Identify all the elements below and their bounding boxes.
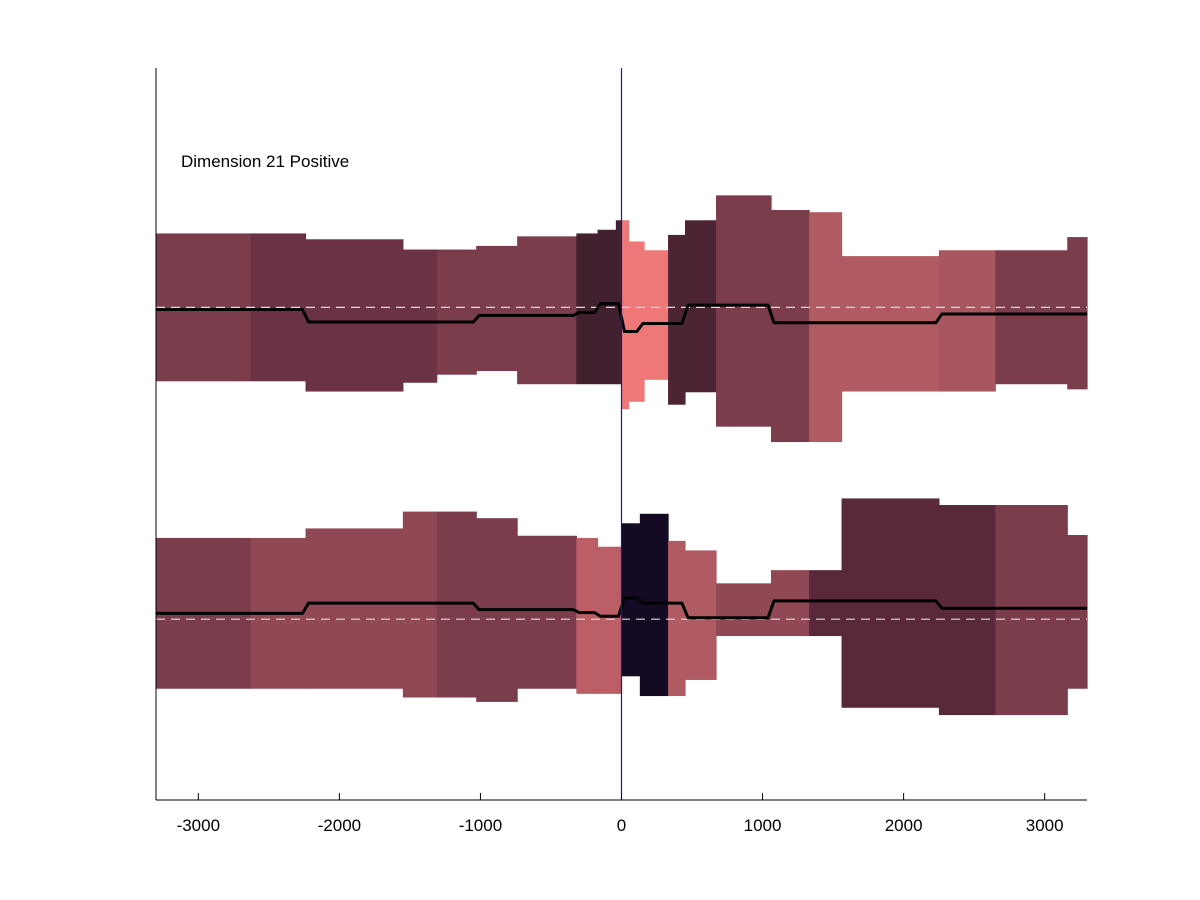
band-block [938, 250, 996, 392]
mean-line [156, 596, 1087, 620]
band-block [621, 523, 641, 677]
band-block [517, 236, 577, 385]
band-block [841, 498, 940, 708]
band-block [809, 212, 843, 443]
band-block [628, 241, 645, 402]
band-block [644, 250, 669, 380]
x-tick-label: 3000 [1026, 816, 1064, 835]
band-block [668, 234, 686, 405]
band-block [476, 245, 518, 372]
band-block [597, 546, 617, 694]
x-tick-label: 0 [617, 816, 626, 835]
band-block [615, 546, 623, 694]
band-block [576, 233, 599, 385]
band-block [728, 195, 772, 427]
dimension-annotation: Dimension 21 Positive [181, 152, 349, 171]
band-block [517, 535, 577, 689]
band-block [684, 550, 717, 680]
band-block [639, 513, 669, 697]
track-1 [156, 195, 1088, 443]
band-block [716, 195, 730, 427]
axes-layer: -3000 -2000 -1000 0 1000 2000 3000 [155, 68, 1087, 835]
band-block [716, 583, 772, 637]
band-block [305, 528, 404, 689]
band-block [771, 210, 810, 443]
x-ticks: -3000 -2000 -1000 0 1000 2000 3000 [177, 793, 1064, 835]
band-block [621, 220, 630, 410]
band-block [576, 537, 599, 694]
tracks-layer [156, 68, 1088, 800]
band-block [995, 250, 1068, 385]
band-block [402, 249, 438, 383]
x-tick-label: -1000 [459, 816, 502, 835]
band-block [771, 570, 810, 637]
band-block [995, 505, 1068, 716]
band-block [615, 220, 623, 385]
mean-line [156, 302, 1087, 334]
band-block [809, 570, 843, 637]
band-block [1067, 535, 1088, 689]
band-block [305, 239, 404, 392]
band-block [668, 540, 686, 697]
x-tick-label: 1000 [744, 816, 782, 835]
x-tick-label: -3000 [177, 816, 220, 835]
band-block [436, 249, 477, 375]
x-tick-label: 2000 [885, 816, 923, 835]
x-tick-label: -2000 [318, 816, 361, 835]
band-block [938, 505, 996, 716]
track-2 [156, 498, 1088, 716]
